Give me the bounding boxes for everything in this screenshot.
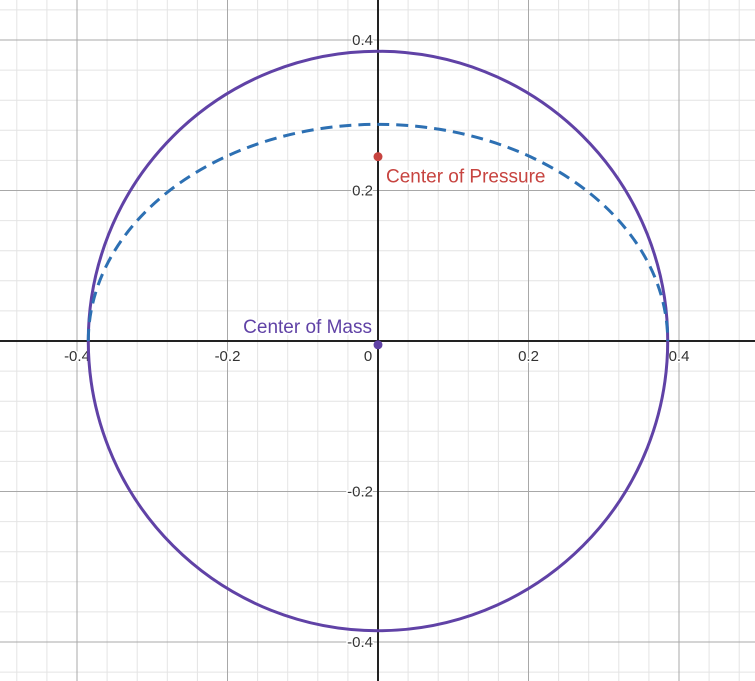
x-tick-label: 0.2	[518, 348, 539, 365]
y-tick-label: -0.4	[347, 634, 373, 651]
y-tick-label: -0.2	[347, 484, 373, 501]
tick-labels: -0.4 -0.2 0 0.2 0.4 0.4 0.2 -0.2 -0.4	[63, 31, 691, 653]
x-tick-label: -0.2	[215, 348, 241, 365]
center-of-mass-label: Center of Mass	[243, 317, 372, 338]
x-tick-label: 0.4	[669, 348, 690, 365]
y-tick-label: 0.2	[352, 183, 373, 200]
pressure-ellipse-curve	[86, 122, 670, 342]
center-of-mass-point	[373, 340, 383, 350]
y-tick-label: 0.4	[352, 32, 373, 49]
x-tick-label: 0	[364, 348, 372, 365]
center-of-pressure-label: Center of Pressure	[386, 167, 545, 188]
x-tick-label: -0.4	[64, 348, 90, 365]
points: Center of Pressure Center of Mass	[241, 152, 547, 350]
center-of-pressure-point	[373, 152, 383, 162]
curves	[86, 49, 670, 633]
